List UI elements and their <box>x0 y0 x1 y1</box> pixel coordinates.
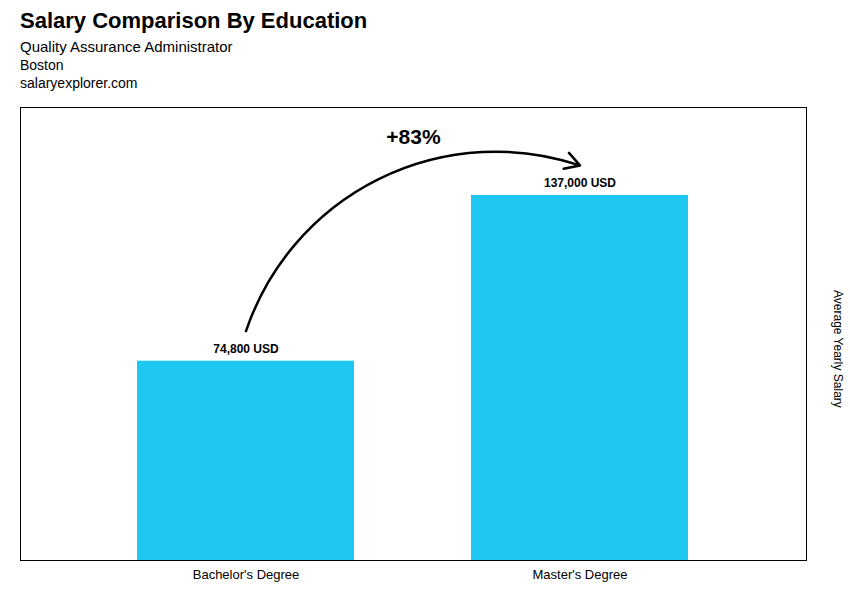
html-text:Salary Comparison By Education: Salary Comparison By Education <box>20 8 368 33</box>
svg-text:+83%: +83% <box>386 125 441 148</box>
svg-text:Master's Degree: Master's Degree <box>533 567 628 582</box>
html-text:Boston: Boston <box>20 57 64 73</box>
html-text:Average Yearly Salary: Average Yearly Salary <box>831 289 845 408</box>
svg-text:137,000 USD: 137,000 USD <box>544 176 616 190</box>
html-text:Quality Assurance Administrato: Quality Assurance Administrator <box>20 38 233 55</box>
svg-text:74,800 USD: 74,800 USD <box>213 342 279 356</box>
html-text:salaryexplorer.com: salaryexplorer.com <box>20 75 138 91</box>
svg-text:Bachelor's Degree: Bachelor's Degree <box>193 567 300 582</box>
